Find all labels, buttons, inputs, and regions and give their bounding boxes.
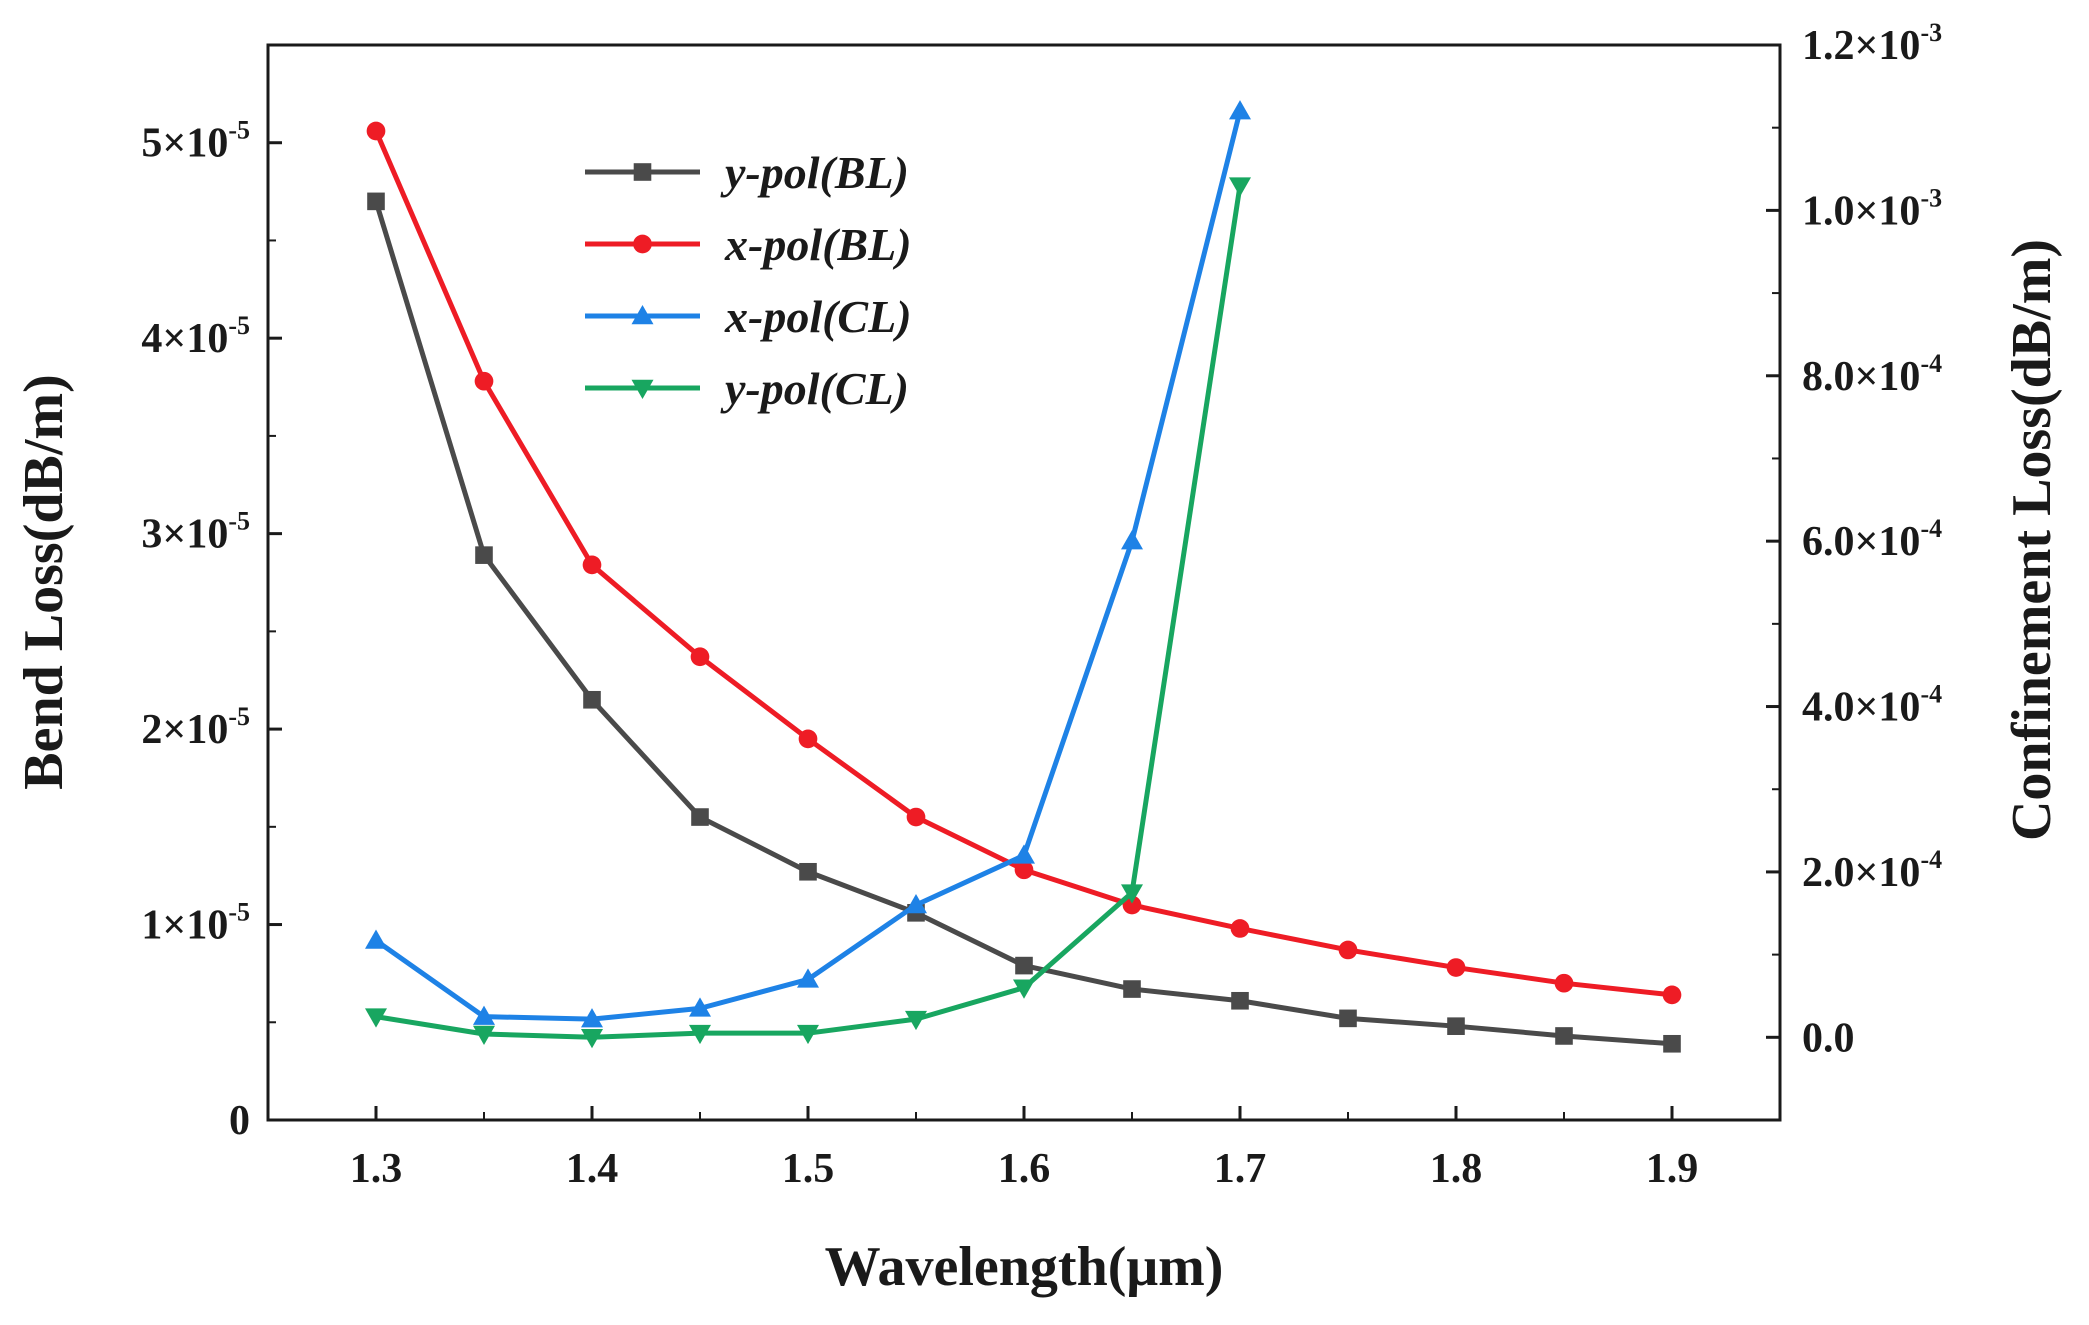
legend-marker xyxy=(633,163,652,181)
x-tick-label: 1.9 xyxy=(1646,1146,1699,1192)
data-point xyxy=(1338,940,1358,960)
data-point xyxy=(1339,1009,1357,1028)
data-point xyxy=(798,729,818,749)
data-point xyxy=(1555,1027,1573,1045)
y-left-tick-label: 0 xyxy=(229,1098,250,1144)
y-left-tick-label: 5×10-5 xyxy=(141,116,250,167)
data-point xyxy=(1229,100,1251,120)
data-point xyxy=(581,1029,603,1049)
data-point xyxy=(1662,985,1682,1005)
x-tick-label: 1.6 xyxy=(998,1146,1051,1192)
data-point xyxy=(367,192,385,211)
data-point xyxy=(1229,177,1251,197)
series-line xyxy=(373,200,1673,1047)
data-point xyxy=(1013,844,1035,864)
series-x-polbl xyxy=(366,121,1682,1005)
data-point xyxy=(689,997,711,1017)
axis-ticks xyxy=(268,43,1780,1122)
y-left-tick-label: 3×10-5 xyxy=(141,507,250,558)
x-tick-label: 1.8 xyxy=(1430,1146,1483,1192)
data-point xyxy=(690,647,710,667)
data-point xyxy=(905,894,927,914)
data-point xyxy=(905,1010,927,1031)
y-left-tick-label: 1×10-5 xyxy=(141,898,250,949)
x-axis-title: Wavelength(μm) xyxy=(825,1236,1224,1298)
data-point xyxy=(906,807,926,827)
legend-label: y-pol(CL) xyxy=(720,363,909,414)
data-point xyxy=(689,1024,711,1045)
data-point xyxy=(582,555,602,575)
data-point xyxy=(797,1024,819,1045)
data-point xyxy=(1123,980,1141,998)
data-point xyxy=(365,929,387,949)
data-point xyxy=(799,862,817,881)
data-point xyxy=(1015,956,1033,975)
y-left-tick-label: 2×10-5 xyxy=(141,702,250,753)
series-y-polcl xyxy=(365,177,1251,1049)
tick-labels: 1.3 1.4 1.5 1.6 1.7 1.8 1.9 0 1×10-5 2×10-5 3×10-5… xyxy=(141,18,1942,1192)
data-point xyxy=(1121,884,1143,904)
data-point xyxy=(366,121,386,141)
legend-marker xyxy=(633,234,652,254)
data-point xyxy=(583,690,601,709)
data-point xyxy=(1554,973,1574,993)
data-point xyxy=(1663,1034,1681,1053)
legend: y-pol(BL) x-pol(BL) x-pol(CL) y-pol(CL) xyxy=(585,147,912,414)
data-point xyxy=(365,1008,387,1028)
series-layer xyxy=(365,100,1682,1053)
data-point xyxy=(474,371,494,391)
data-point xyxy=(1231,991,1249,1010)
y-right-tick-label: 2.0×10-4 xyxy=(1802,845,1942,896)
x-tick-label: 1.7 xyxy=(1214,1146,1267,1192)
data-point xyxy=(581,1008,603,1028)
data-point xyxy=(691,808,709,826)
series-y-polbl xyxy=(367,192,1681,1053)
y-right-tick-label: 4.0×10-4 xyxy=(1802,680,1942,731)
data-point xyxy=(1013,979,1035,999)
data-point xyxy=(473,1025,495,1045)
y-left-tick-label: 4×10-5 xyxy=(141,311,250,362)
y-axis-right-title: Confinement Loss(dB/m) xyxy=(2001,239,2063,841)
y-axis-left-title: Bend Loss(dB/m) xyxy=(13,374,75,789)
data-point xyxy=(1230,919,1250,938)
data-point xyxy=(1446,958,1466,977)
data-point xyxy=(473,1005,495,1025)
y-right-tick-label: 0.0 xyxy=(1802,1015,1855,1061)
data-point xyxy=(1122,895,1142,915)
data-point xyxy=(475,546,493,564)
y-right-tick-label: 6.0×10-4 xyxy=(1802,514,1942,565)
legend-label: x-pol(CL) xyxy=(724,291,912,342)
data-point xyxy=(1121,530,1143,550)
legend-marker xyxy=(631,305,654,325)
legend-marker xyxy=(631,379,654,399)
x-tick-label: 1.4 xyxy=(566,1146,619,1192)
series-x-polcl xyxy=(365,100,1251,1028)
x-tick-label: 1.3 xyxy=(350,1146,403,1192)
legend-label: y-pol(BL) xyxy=(720,147,909,198)
y-right-tick-label: 8.0×10-4 xyxy=(1802,349,1942,400)
legend-label: x-pol(BL) xyxy=(724,219,912,270)
data-point xyxy=(1447,1017,1465,1035)
y-right-tick-label: 1.2×10-3 xyxy=(1802,18,1942,69)
data-point xyxy=(1014,860,1034,880)
data-point xyxy=(797,968,819,988)
y-right-tick-label: 1.0×10-3 xyxy=(1802,183,1942,234)
x-tick-label: 1.5 xyxy=(782,1146,835,1192)
